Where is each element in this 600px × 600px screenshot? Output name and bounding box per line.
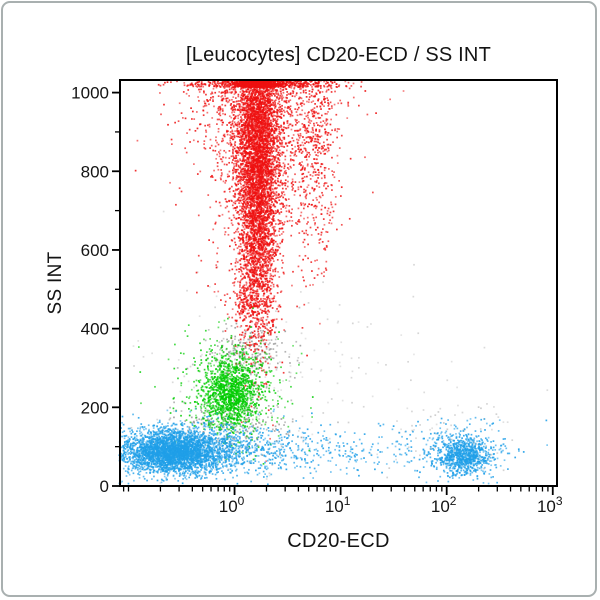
svg-text:0: 0 <box>100 477 109 496</box>
y-axis-label: SS INT <box>45 251 66 315</box>
svg-text:600: 600 <box>81 241 109 260</box>
chart-title: [Leucocytes] CD20-ECD / SS INT <box>186 44 491 66</box>
svg-text:102: 102 <box>431 494 457 516</box>
svg-text:1000: 1000 <box>71 84 109 103</box>
svg-text:103: 103 <box>537 494 563 516</box>
x-axis-label: CD20-ECD <box>287 530 390 552</box>
svg-text:200: 200 <box>81 398 109 417</box>
svg-text:101: 101 <box>325 494 351 516</box>
svg-text:400: 400 <box>81 320 109 339</box>
svg-text:800: 800 <box>81 162 109 181</box>
svg-text:100: 100 <box>219 494 245 516</box>
